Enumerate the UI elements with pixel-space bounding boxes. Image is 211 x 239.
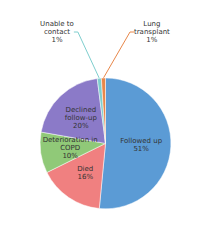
svg-text:Followed up: Followed up <box>120 137 162 145</box>
svg-text:Declined: Declined <box>66 106 97 114</box>
svg-text:follow-up: follow-up <box>65 114 98 122</box>
svg-text:10%: 10% <box>62 152 78 160</box>
svg-text:Deterioration in: Deterioration in <box>43 136 98 144</box>
svg-text:Died: Died <box>77 165 93 173</box>
svg-text:transplant: transplant <box>134 28 170 36</box>
svg-text:20%: 20% <box>73 122 89 130</box>
svg-text:COPD: COPD <box>60 144 80 152</box>
svg-text:1%: 1% <box>51 36 62 44</box>
svg-text:1%: 1% <box>146 36 157 44</box>
svg-text:Unable to: Unable to <box>40 20 74 28</box>
svg-text:Lung: Lung <box>143 20 160 28</box>
svg-text:16%: 16% <box>77 173 93 181</box>
svg-text:51%: 51% <box>133 145 149 153</box>
svg-text:contact: contact <box>44 28 70 36</box>
